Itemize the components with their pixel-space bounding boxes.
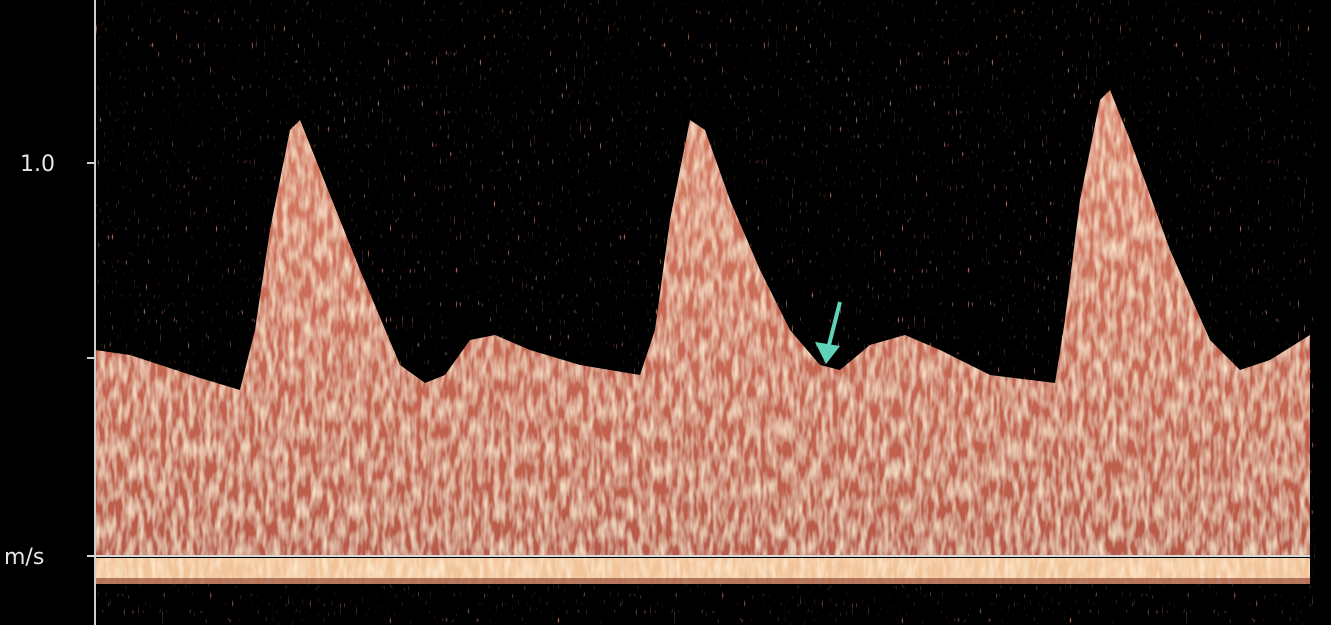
page: 1.0 m/s (() => { const data = JSON.parse… [0,0,1331,625]
doppler-screen: 1.0 m/s [0,0,1331,625]
baseline-band-shadow [96,578,1310,584]
tick-label: 1.0 [20,152,55,177]
unit-label: m/s [4,545,44,570]
